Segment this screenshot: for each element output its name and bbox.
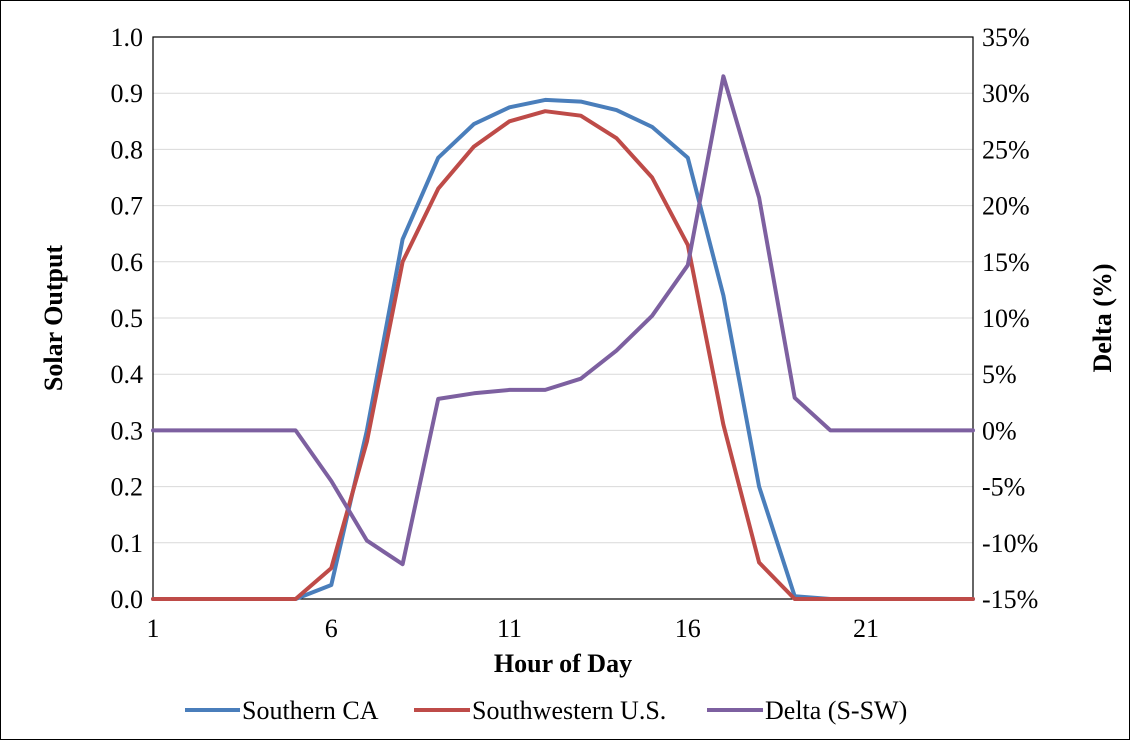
right-tick-label: 15%: [982, 248, 1030, 277]
right-tick-label: -15%: [982, 585, 1038, 614]
legend-label-southern-ca: Southern CA: [242, 696, 379, 725]
left-tick-label: 0.7: [111, 192, 144, 221]
right-tick-label: 25%: [982, 135, 1030, 164]
left-tick-label: 0.9: [111, 79, 144, 108]
right-tick-label: 30%: [982, 79, 1030, 108]
x-axis-ticks: 1 6 11 16 21: [147, 614, 880, 643]
legend-label-delta: Delta (S-SW): [765, 696, 907, 725]
right-tick-label: 5%: [982, 360, 1017, 389]
x-tick-label: 21: [853, 614, 879, 643]
right-axis-ticks: -15% -10% -5% 0% 5% 10% 15% 20% 25% 30% 35%: [982, 23, 1038, 614]
right-tick-label: 20%: [982, 192, 1030, 221]
x-tick-label: 11: [497, 614, 522, 643]
left-tick-label: 0.5: [111, 304, 144, 333]
legend-label-southwestern-us: Southwestern U.S.: [472, 696, 666, 725]
plot-area: [152, 36, 974, 600]
x-tick-label: 16: [675, 614, 701, 643]
right-tick-label: 10%: [982, 304, 1030, 333]
left-tick-label: 0.8: [111, 135, 144, 164]
plot-border: [152, 36, 974, 600]
x-tick-label: 1: [147, 614, 160, 643]
left-tick-label: 0.6: [111, 248, 144, 277]
x-axis-title: Hour of Day: [494, 649, 632, 678]
right-tick-label: 0%: [982, 416, 1017, 445]
series-line-southwestern-u-s: [151, 109, 975, 601]
right-tick-label: -5%: [982, 473, 1025, 502]
left-tick-label: 0.1: [111, 529, 144, 558]
y2-axis-title: Delta (%): [1088, 263, 1117, 372]
left-tick-label: 0.4: [111, 360, 144, 389]
left-tick-label: 0.0: [111, 585, 144, 614]
legend: Southern CA Southwestern U.S. Delta (S-S…: [185, 696, 907, 725]
left-tick-label: 1.0: [111, 23, 144, 52]
series-line-delta-s-sw: [151, 74, 975, 567]
left-tick-label: 0.3: [111, 416, 144, 445]
series-lines: [151, 74, 975, 601]
gridlines: [153, 36, 973, 600]
right-tick-label: 35%: [982, 23, 1030, 52]
y-axis-title: Solar Output: [39, 245, 68, 392]
right-tick-label: -10%: [982, 529, 1038, 558]
series-line-southern-ca: [151, 97, 975, 601]
left-tick-label: 0.2: [111, 473, 144, 502]
left-axis-ticks: 0.0 0.1 0.2 0.3 0.4 0.5 0.6 0.7 0.8 0.9 1.0: [111, 23, 144, 614]
x-tick-label: 6: [325, 614, 338, 643]
